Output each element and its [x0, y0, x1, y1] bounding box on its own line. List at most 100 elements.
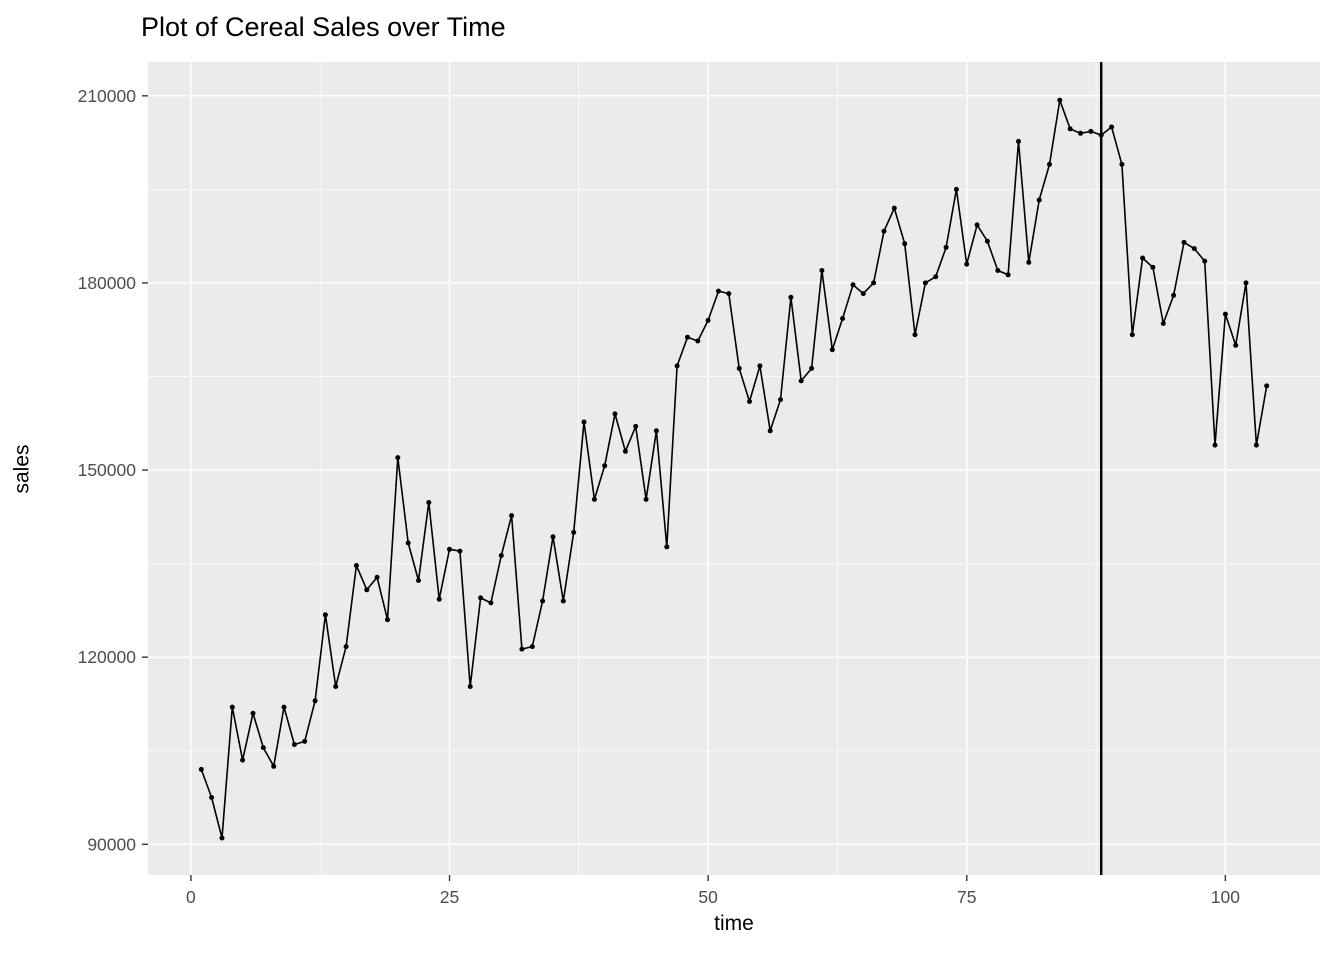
x-tick-label: 25 [440, 887, 459, 907]
x-tick-label: 0 [186, 887, 196, 907]
y-axis-title-wrap: sales [0, 62, 46, 875]
data-point [1067, 126, 1073, 132]
data-point [716, 288, 721, 294]
data-point [1036, 197, 1042, 203]
data-point [457, 548, 463, 554]
data-point [943, 244, 949, 250]
data-point [860, 291, 866, 297]
data-point [219, 835, 225, 841]
data-point [488, 600, 494, 606]
data-point [829, 347, 835, 353]
data-point [529, 644, 535, 650]
data-point [850, 282, 856, 288]
data-point [881, 228, 887, 234]
data-point [1129, 332, 1135, 338]
data-point [736, 365, 742, 371]
data-point [974, 222, 980, 228]
data-point [953, 186, 959, 192]
data-point [840, 316, 846, 321]
data-point [1140, 255, 1146, 261]
data-point [322, 612, 328, 618]
data-point [788, 294, 794, 300]
y-tick-label: 120000 [78, 647, 137, 667]
data-point [581, 419, 587, 425]
data-point [260, 745, 266, 751]
data-point [364, 587, 370, 593]
data-point [902, 241, 908, 247]
data-point [602, 463, 608, 469]
x-axis-title: time [714, 912, 754, 935]
data-point [426, 500, 432, 505]
data-point [333, 684, 339, 689]
data-point [912, 332, 918, 338]
data-point [519, 646, 525, 652]
data-point [1088, 128, 1094, 134]
data-point [1109, 124, 1115, 130]
data-point [809, 365, 815, 371]
data-point [1171, 292, 1177, 298]
data-point [891, 205, 897, 211]
plot-panel [148, 62, 1320, 875]
data-point [695, 338, 701, 344]
data-point [757, 363, 763, 369]
data-point [374, 574, 380, 580]
data-point [612, 411, 618, 417]
data-point [509, 513, 515, 519]
data-point [1202, 258, 1208, 264]
data-point [922, 280, 928, 286]
data-point [209, 795, 215, 800]
data-point [1264, 383, 1270, 389]
data-point [467, 684, 473, 689]
data-point [498, 553, 504, 558]
data-point [1078, 130, 1083, 136]
y-tick-label: 210000 [78, 86, 137, 106]
data-point [1222, 311, 1228, 317]
data-point [726, 291, 732, 297]
data-point [302, 738, 308, 744]
data-point [447, 546, 452, 552]
data-point [271, 763, 277, 769]
data-point [229, 704, 235, 710]
data-point [1119, 161, 1125, 167]
data-point [819, 268, 825, 273]
data-point [1253, 442, 1259, 448]
data-point [1057, 97, 1063, 103]
data-point [395, 455, 401, 461]
data-point [1181, 239, 1187, 245]
data-point [1191, 246, 1197, 252]
data-point [405, 540, 411, 546]
data-point [478, 595, 484, 601]
data-point [871, 280, 877, 286]
data-point [705, 317, 711, 323]
y-tick-label: 90000 [87, 834, 136, 854]
data-point [1212, 442, 1218, 448]
y-tick-label: 180000 [78, 273, 137, 293]
data-point [767, 428, 773, 434]
data-point [198, 766, 204, 772]
data-point [560, 598, 566, 604]
data-point [622, 448, 628, 454]
data-point [674, 363, 680, 369]
data-point [540, 598, 546, 604]
data-point [1150, 264, 1156, 270]
data-point [685, 334, 690, 340]
data-point [343, 644, 349, 650]
data-point [1026, 259, 1032, 265]
y-axis-title: sales [11, 443, 34, 494]
x-tick-label: 100 [1211, 887, 1240, 907]
x-tick-label: 50 [698, 887, 718, 907]
data-point [984, 238, 990, 244]
data-point [250, 710, 256, 716]
data-point [385, 617, 390, 623]
chart-title: Plot of Cereal Sales over Time [141, 12, 506, 42]
data-point [353, 563, 359, 568]
data-point [747, 399, 752, 404]
data-point [291, 742, 297, 747]
data-point [778, 397, 783, 403]
data-point [1016, 138, 1021, 144]
data-point [964, 261, 970, 267]
data-point [643, 496, 649, 502]
data-point [312, 698, 318, 704]
x-axis-title-wrap: time [148, 912, 1320, 936]
